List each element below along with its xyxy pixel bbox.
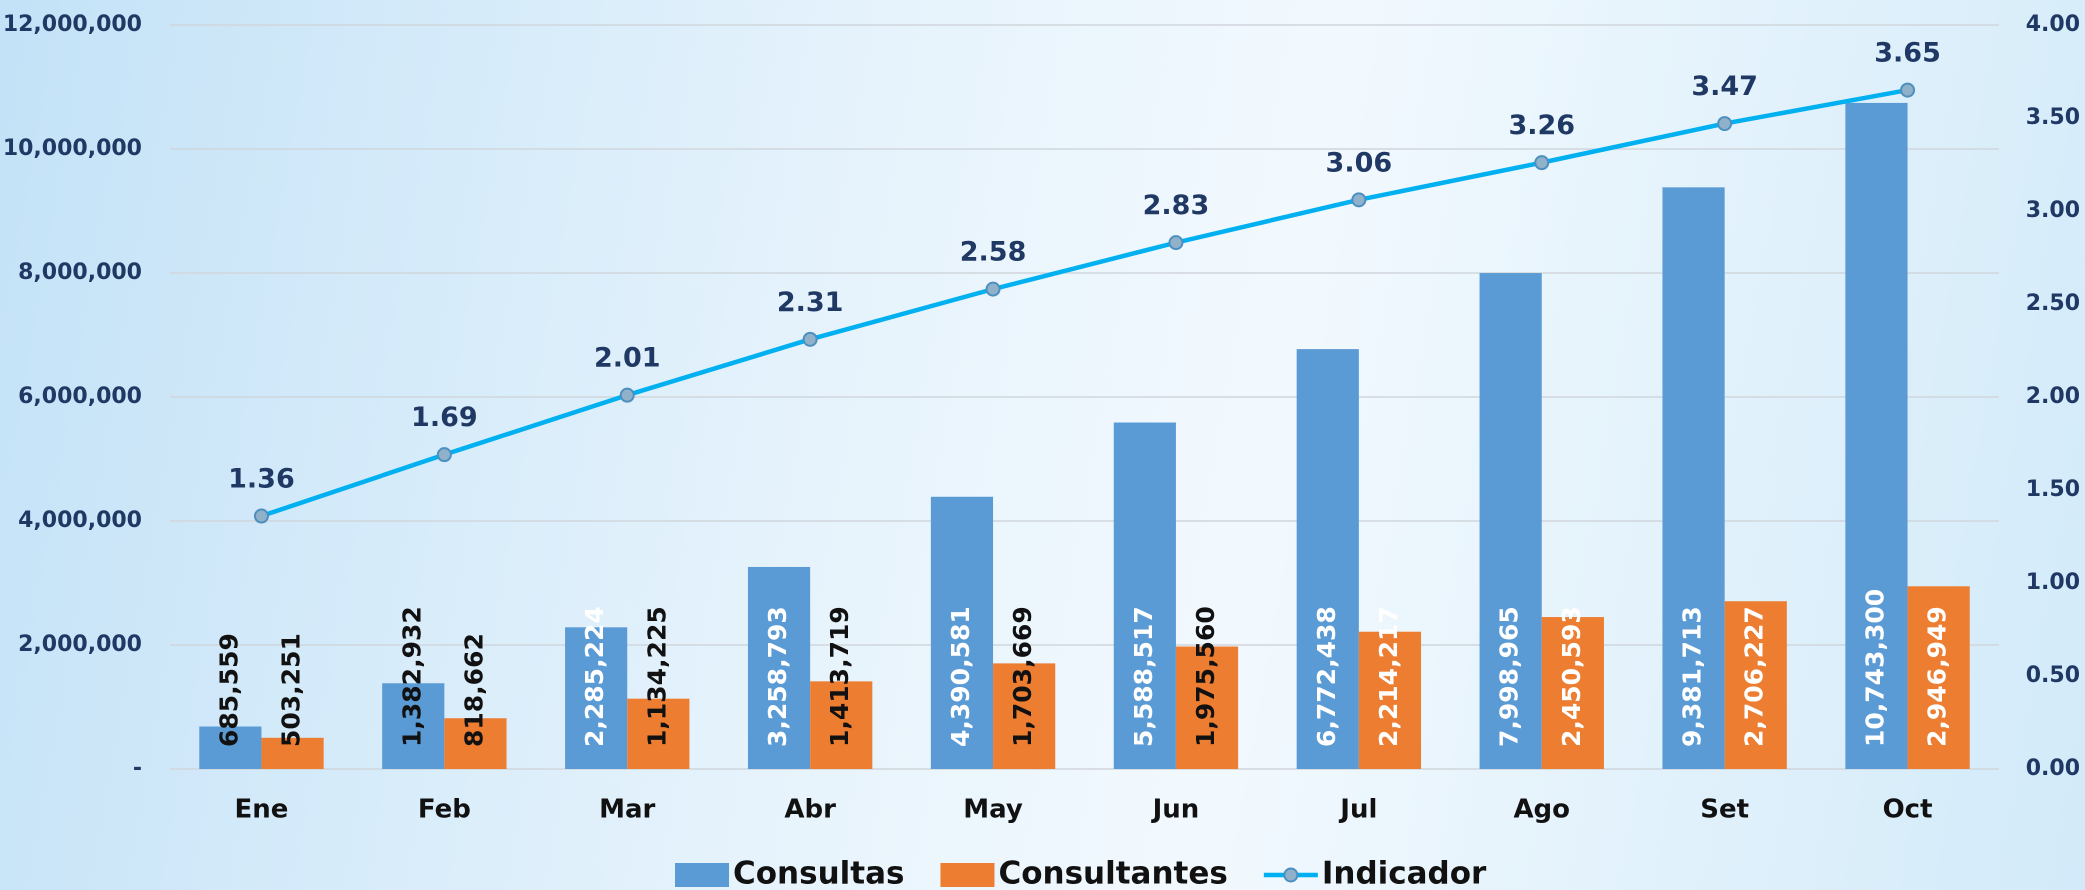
bar bbox=[382, 683, 445, 769]
legend-swatch bbox=[940, 863, 995, 887]
bar-value-label: 2,214,217 bbox=[1374, 606, 1403, 747]
bar bbox=[1724, 601, 1787, 769]
y2-tick-label: 1.00 bbox=[2026, 570, 2080, 595]
x-tick-label: Jun bbox=[1151, 795, 1200, 825]
bar bbox=[1541, 617, 1604, 769]
bar-value-label: 2,450,593 bbox=[1557, 606, 1586, 747]
line-value-label: 2.58 bbox=[960, 237, 1027, 268]
bar-value-label: 1,975,560 bbox=[1191, 606, 1220, 747]
y2-tick-label: 0.50 bbox=[2026, 663, 2080, 688]
x-tick-label: Ago bbox=[1513, 795, 1570, 825]
bar bbox=[1175, 646, 1239, 769]
line-marker bbox=[1168, 235, 1184, 251]
line-marker bbox=[619, 387, 635, 403]
bar bbox=[1113, 422, 1176, 769]
bar bbox=[1845, 102, 1908, 769]
legend-label: Consultantes bbox=[998, 856, 1227, 890]
bar-value-label: 5,588,517 bbox=[1129, 606, 1158, 747]
y2-tick-label: 2.00 bbox=[2026, 384, 2080, 409]
bar-value-label: 9,381,713 bbox=[1678, 606, 1707, 747]
bar bbox=[1907, 586, 1970, 769]
bar bbox=[261, 737, 324, 769]
line-value-label: 1.69 bbox=[411, 402, 478, 433]
line-marker bbox=[1534, 155, 1550, 171]
bar bbox=[1662, 187, 1725, 769]
line-marker bbox=[985, 281, 1001, 297]
y2-tick-label: 4.00 bbox=[2026, 12, 2080, 37]
bar-value-label: 2,706,227 bbox=[1740, 606, 1769, 747]
x-tick-label: Jul bbox=[1338, 795, 1377, 825]
bar bbox=[565, 627, 628, 769]
line-value-label: 3.47 bbox=[1691, 71, 1758, 102]
line-value-label: 2.31 bbox=[777, 287, 844, 318]
line-value-label: 3.65 bbox=[1874, 38, 1941, 69]
x-tick-label: Abr bbox=[784, 795, 836, 825]
bar bbox=[627, 698, 690, 769]
line-value-label: 3.26 bbox=[1508, 110, 1575, 141]
line-value-label: 1.36 bbox=[228, 464, 295, 495]
line-marker bbox=[253, 508, 269, 524]
bar bbox=[1479, 273, 1542, 769]
bar-value-label: 7,998,965 bbox=[1495, 606, 1524, 747]
legend-swatch-marker bbox=[1283, 867, 1299, 883]
y2-tick-label: 0.00 bbox=[2026, 756, 2080, 781]
bar-value-label: 3,258,793 bbox=[763, 606, 792, 747]
y-tick-label: 4,000,000 bbox=[18, 508, 142, 533]
x-tick-label: Feb bbox=[418, 795, 471, 825]
line-value-label: 3.06 bbox=[1326, 147, 1393, 178]
bar-value-label: 685,559 bbox=[214, 633, 243, 747]
y2-tick-label: 1.50 bbox=[2026, 477, 2080, 502]
bar-value-label: 2,946,949 bbox=[1923, 606, 1952, 747]
y-tick-label: 2,000,000 bbox=[18, 632, 142, 657]
bar bbox=[810, 681, 873, 769]
line-marker bbox=[436, 447, 452, 463]
bar-value-label: 1,382,932 bbox=[397, 606, 426, 747]
bar-value-label: 4,390,581 bbox=[946, 606, 975, 747]
bar-value-label: 1,134,225 bbox=[642, 606, 671, 747]
line bbox=[260, 87, 1908, 519]
bar-value-label: 503,251 bbox=[277, 633, 306, 747]
y-tick-label: 6,000,000 bbox=[18, 384, 142, 409]
y-tick-label: - bbox=[133, 756, 142, 781]
line-marker bbox=[1900, 82, 1916, 98]
line-marker bbox=[1351, 192, 1367, 208]
line-value-label: 2.01 bbox=[594, 343, 661, 374]
legend-swatch bbox=[675, 863, 729, 887]
bar-value-label: 2,285,224 bbox=[580, 606, 609, 747]
x-tick-label: May bbox=[963, 795, 1023, 825]
x-tick-label: Set bbox=[1700, 795, 1749, 825]
legend-label: Indicador bbox=[1322, 856, 1487, 890]
bar bbox=[1358, 631, 1422, 769]
y-tick-label: 8,000,000 bbox=[18, 260, 142, 285]
bar-value-label: 1,413,719 bbox=[825, 606, 854, 747]
bar bbox=[199, 726, 262, 769]
y-tick-label: 12,000,000 bbox=[3, 12, 142, 37]
bar bbox=[930, 496, 994, 769]
bar bbox=[993, 663, 1056, 769]
x-tick-label: Oct bbox=[1883, 795, 1933, 825]
line-value-label: 2.83 bbox=[1143, 190, 1210, 221]
y2-tick-label: 2.50 bbox=[2026, 291, 2080, 316]
bar-value-label: 818,662 bbox=[459, 633, 488, 747]
x-tick-label: Ene bbox=[234, 795, 288, 825]
line-marker bbox=[802, 331, 818, 347]
legend-label: Consultas bbox=[733, 856, 904, 890]
y2-tick-label: 3.00 bbox=[2026, 198, 2080, 223]
y2-tick-label: 3.50 bbox=[2026, 105, 2080, 130]
y-tick-label: 10,000,000 bbox=[3, 136, 142, 161]
bar bbox=[747, 566, 811, 769]
x-tick-label: Mar bbox=[599, 795, 655, 825]
bar bbox=[1296, 349, 1359, 769]
bar-value-label: 6,772,438 bbox=[1312, 606, 1341, 747]
bar-value-label: 1,703,669 bbox=[1008, 606, 1037, 747]
bar-value-label: 10,743,300 bbox=[1860, 589, 1889, 747]
bar bbox=[444, 718, 507, 769]
legend: Consultas Consultantes Indicador bbox=[675, 856, 1487, 890]
line-marker bbox=[1717, 116, 1733, 132]
